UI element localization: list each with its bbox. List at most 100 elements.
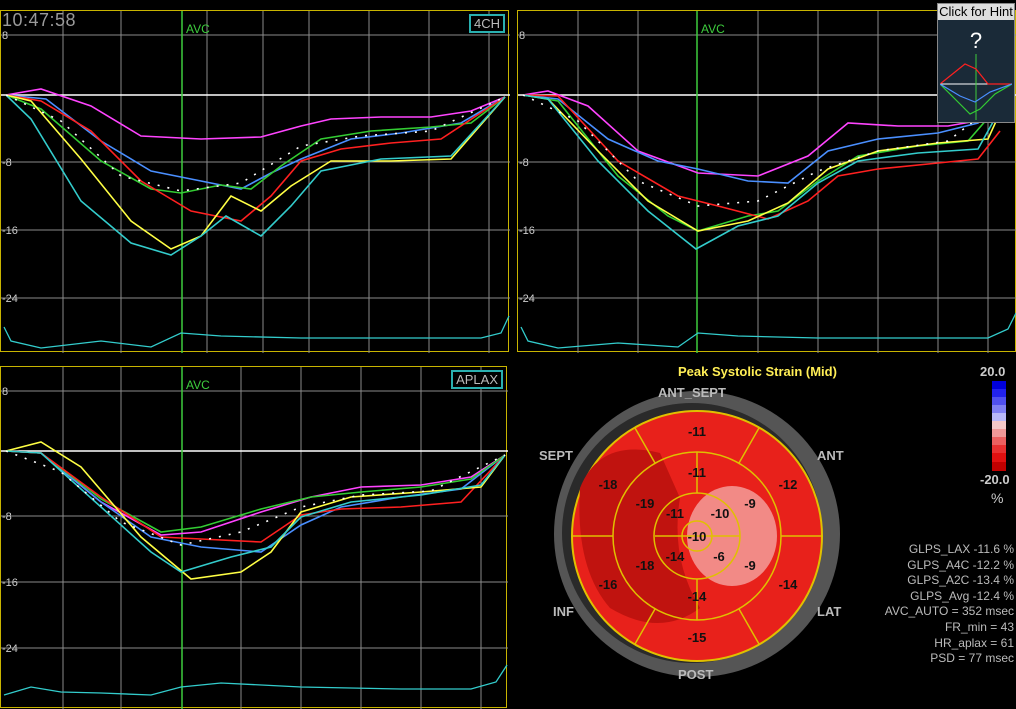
segment-value: -9	[744, 558, 756, 573]
strain-curve-cyan	[5, 450, 506, 573]
bullseye-spoke	[634, 608, 656, 645]
avc-label: AVC	[701, 22, 725, 36]
hint-thumb-green	[940, 83, 1012, 115]
strain-curve-magenta	[5, 88, 506, 140]
colorbar-swatch	[992, 421, 1006, 429]
y-tick-label: 8	[2, 30, 8, 42]
y-tick-label: 8	[519, 30, 525, 42]
colorbar-swatch	[992, 429, 1006, 437]
strain-curve-blue	[522, 94, 1009, 184]
grid-vertical	[62, 11, 490, 353]
segment-value: -11	[688, 465, 706, 480]
strain-curve-green	[5, 450, 506, 533]
colorbar-swatch	[992, 453, 1006, 462]
colorbar-swatch	[992, 445, 1006, 453]
bullseye-spoke	[738, 427, 760, 464]
orientation-label-inf: INF	[553, 604, 574, 619]
hint-button-label: Click for Hint	[938, 4, 1014, 20]
colorbar	[992, 381, 1006, 471]
strain-curve-yellow	[5, 94, 506, 250]
strain-curve-blue	[5, 94, 506, 190]
stat-glps-lax: GLPS_LAX -11.6 %	[908, 542, 1014, 556]
y-tick-label: 8	[2, 386, 8, 398]
colorbar-swatch	[992, 437, 1006, 445]
segment-value: -14	[688, 589, 708, 604]
avc-label: AVC	[186, 378, 210, 392]
y-tick-label: -8	[2, 511, 12, 523]
orientation-label-ant: ANT	[817, 448, 844, 463]
stat-glps-a2c: GLPS_A2C -13.4 %	[907, 573, 1014, 588]
grid-horizontal	[518, 34, 1016, 299]
bullseye-spoke	[634, 427, 656, 464]
segment-value: -6	[713, 549, 725, 564]
strain-curve-red	[5, 450, 506, 543]
apex-value: -10	[688, 529, 707, 544]
strain-graph-aplax: AVC 8 -8 -16 -24	[1, 367, 508, 709]
orientation-label-lat: LAT	[817, 604, 842, 619]
segment-value: -9	[744, 496, 756, 511]
y-tick-label: -24	[519, 293, 535, 305]
hint-thumb-blue	[940, 83, 1012, 103]
y-tick-label: -24	[2, 293, 18, 305]
colorbar-swatch	[992, 389, 1006, 397]
strain-panel-2ch[interactable]: AVC 8 -8 -16 -24	[517, 10, 1016, 353]
strain-panel-aplax[interactable]: AVC 8 -8 -16 -24 APLAX	[0, 366, 508, 709]
view-label-aplax: APLAX	[451, 370, 503, 389]
y-tick-label: -16	[2, 225, 18, 237]
grid-horizontal	[1, 34, 510, 299]
ecg-trace	[520, 312, 1016, 349]
segment-value: -14	[779, 577, 799, 592]
strain-curve-average	[522, 94, 1009, 207]
segment-value: -19	[636, 496, 655, 511]
colorbar-swatch	[992, 462, 1006, 471]
bullseye-title: Peak Systolic Strain (Mid)	[678, 364, 837, 379]
orientation-label-sept: SEPT	[539, 448, 573, 463]
bullseye-plot[interactable]: -11 -12 -14 -15 -16 -18 -11 -9 -9 -14 -1…	[540, 378, 840, 678]
stat-psd: PSD = 77 msec	[930, 651, 1014, 666]
segment-value: -18	[636, 558, 655, 573]
y-tick-label: -16	[519, 225, 535, 237]
grid-vertical	[62, 367, 482, 709]
colorbar-swatch	[992, 397, 1006, 405]
y-tick-label: -8	[2, 157, 12, 169]
y-tick-label: -8	[519, 157, 529, 169]
ecg-trace	[3, 315, 510, 349]
segment-value: -11	[666, 506, 684, 521]
colorbar-swatch	[992, 405, 1006, 413]
stat-glps-avg: GLPS_Avg -12.4 %	[910, 588, 1014, 603]
view-label-4ch: 4CH	[468, 14, 505, 33]
hint-thumb-red	[940, 63, 1012, 85]
colorbar-min-label: -20.0	[980, 472, 1010, 487]
segment-value: -10	[711, 506, 730, 521]
stat-fr-min: FR_min = 43	[944, 619, 1014, 634]
stat-avc-auto: AVC_AUTO = 352 msec	[884, 604, 1014, 619]
bullseye-dark-region	[579, 449, 700, 623]
colorbar-swatch	[992, 413, 1006, 421]
orientation-label-ant-sept: ANT_SEPT	[658, 385, 726, 400]
segment-value: -14	[666, 549, 686, 564]
grid-horizontal	[1, 390, 508, 649]
segment-value: -15	[688, 630, 707, 645]
strain-stats: GLPS_LAX -11.6 % GLPS_A4C -12.2 % GLPS_A…	[885, 542, 1014, 667]
strain-panel-4ch[interactable]: AVC 8 -8 -16 -24 4CH	[0, 10, 510, 353]
colorbar-swatch	[992, 381, 1006, 389]
orientation-label-post: POST	[678, 667, 714, 682]
strain-graph-4ch: AVC 8 -8 -16 -24	[1, 11, 510, 353]
hint-button[interactable]: Click for Hint ?	[937, 3, 1015, 123]
segment-value: -11	[688, 424, 706, 439]
colorbar-max-label: 20.0	[980, 364, 1006, 379]
colorbar-unit: %	[991, 490, 1004, 506]
strain-graph-2ch: AVC 8 -8 -16 -24	[518, 11, 1016, 353]
strain-curve-magenta	[522, 90, 1009, 177]
ecg-trace	[3, 664, 508, 696]
strain-curve-cyan	[5, 94, 506, 256]
y-tick-label: -24	[2, 643, 18, 655]
segment-value: -18	[599, 477, 618, 492]
strain-curve-yellow	[5, 441, 506, 580]
bullseye-spoke	[738, 608, 760, 645]
segment-value: -16	[599, 577, 618, 592]
strain-curve-cyan	[522, 94, 1009, 250]
strain-curve-green	[5, 94, 506, 194]
segment-value: -12	[779, 477, 798, 492]
strain-curve-average	[5, 450, 506, 546]
